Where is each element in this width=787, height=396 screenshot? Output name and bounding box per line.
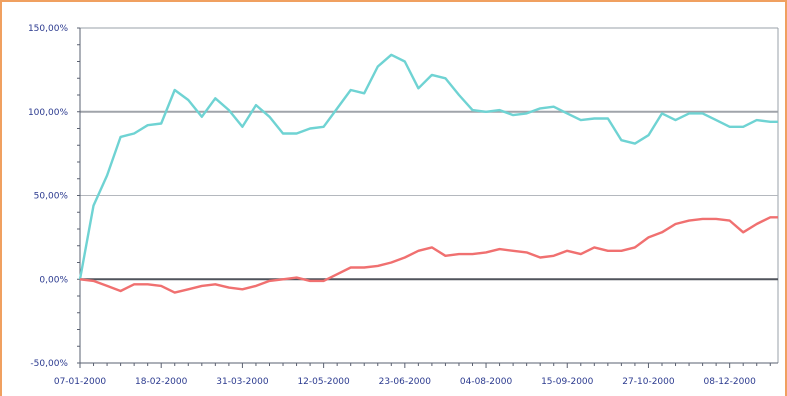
x-tick-label: 04-08-2000 <box>460 377 513 387</box>
x-tick-label: 08-12-2000 <box>704 377 757 387</box>
y-tick-label: 0,00% <box>39 275 68 285</box>
x-tick-label: 12-05-2000 <box>297 377 350 387</box>
series-group <box>78 53 778 294</box>
series-line-2 <box>79 216 778 294</box>
y-tick-label: 50,00% <box>34 192 69 202</box>
y-tick-label: 100,00% <box>28 108 68 118</box>
x-tick-label: 23-06-2000 <box>379 377 432 387</box>
y-tick-label: 150,00% <box>28 24 68 34</box>
x-tick-label: 27-10-2000 <box>622 377 675 387</box>
x-tick-label: 15-09-2000 <box>541 377 594 387</box>
x-tick-label: 31-03-2000 <box>216 377 269 387</box>
x-tick-labels: 07-01-2000 18-02-2000 31-03-2000 12-05-2000… <box>54 377 756 387</box>
x-tick-label: 18-02-2000 <box>135 377 188 387</box>
x-minor-ticks <box>79 363 771 368</box>
y-tick-label: -50,00% <box>30 359 68 369</box>
gridlines <box>80 110 778 196</box>
y-tick-labels: 150,00% 100,00% 50,00% 0,00% -50,00% <box>28 24 68 369</box>
series-line-1 <box>78 53 778 280</box>
x-tick-label: 07-01-2000 <box>54 377 107 387</box>
y-minor-ticks <box>77 27 80 364</box>
